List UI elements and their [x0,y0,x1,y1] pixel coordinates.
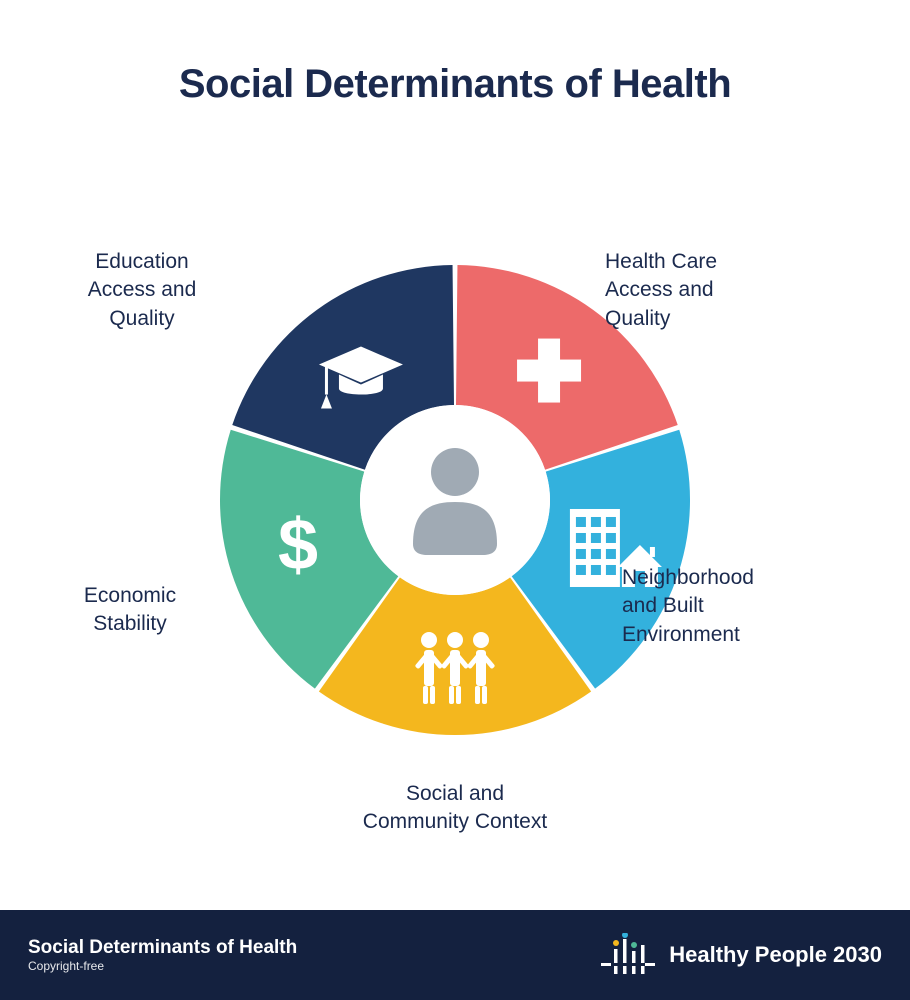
label-economic: EconomicStability [45,582,215,639]
label-healthcare: Health CareAccess andQuality [605,248,775,333]
dollar-icon: $ [278,505,318,585]
brand-logo-icon [601,933,655,977]
footer-title: Social Determinants of Health [28,937,297,959]
label-social: Social andCommunity Context [325,780,585,837]
page-title: Social Determinants of Health [0,62,910,107]
sdoh-donut-chart: $ [220,265,690,735]
footer-bar: Social Determinants of Health Copyright-… [0,910,910,1000]
svg-text:$: $ [278,505,318,585]
label-education: EducationAccess andQuality [57,248,227,333]
center-circle [360,405,550,595]
footer-subtitle: Copyright-free [28,959,297,973]
footer-brand: Healthy People 2030 [601,933,882,977]
donut-svg: $ [220,265,690,735]
footer-left: Social Determinants of Health Copyright-… [28,937,297,973]
label-neighborhood: Neighborhoodand BuiltEnvironment [622,564,802,649]
footer-brand-text: Healthy People 2030 [669,942,882,968]
